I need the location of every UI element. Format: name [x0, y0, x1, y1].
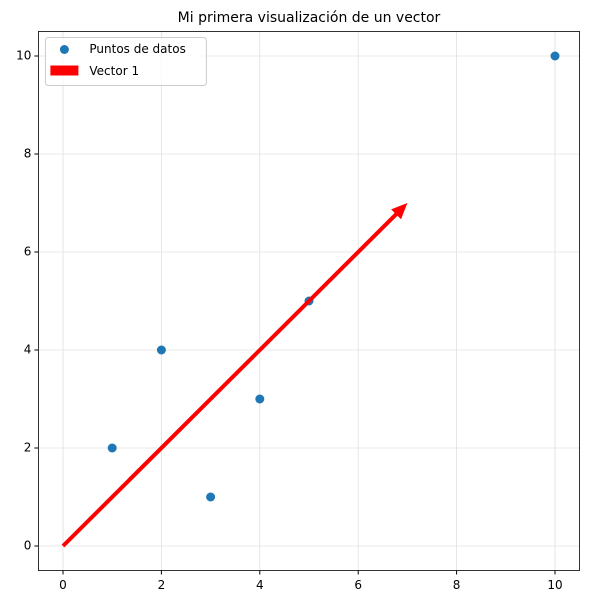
point	[107, 443, 117, 453]
y-tick-label: 4	[24, 343, 32, 357]
x-tick-label: 6	[354, 578, 362, 592]
point	[550, 51, 560, 61]
y-tick-label: 10	[16, 49, 31, 63]
y-tick-label: 0	[24, 539, 32, 553]
point	[255, 394, 265, 404]
x-tick-label: 2	[158, 578, 166, 592]
y-tick-label: 6	[24, 245, 32, 259]
y-tick-label: 8	[24, 147, 32, 161]
x-tick-label: 4	[256, 578, 264, 592]
y-tick-label: 2	[24, 441, 32, 455]
legend-label: Vector 1	[89, 64, 139, 78]
x-tick-label: 0	[59, 578, 67, 592]
legend-box	[44, 37, 207, 86]
legend-label: Puntos de datos	[89, 42, 185, 56]
point	[206, 492, 216, 502]
legend-marker	[50, 65, 79, 76]
point	[156, 345, 166, 355]
x-tick-label: 10	[547, 578, 562, 592]
legend-marker	[59, 45, 69, 54]
plot-frame	[38, 31, 581, 571]
x-tick-label: 8	[453, 578, 461, 592]
chart-title: Mi primera visualización de un vector	[178, 10, 441, 26]
vector-arrow	[61, 203, 408, 548]
legend: Puntos de datos Vector 1	[44, 37, 207, 86]
